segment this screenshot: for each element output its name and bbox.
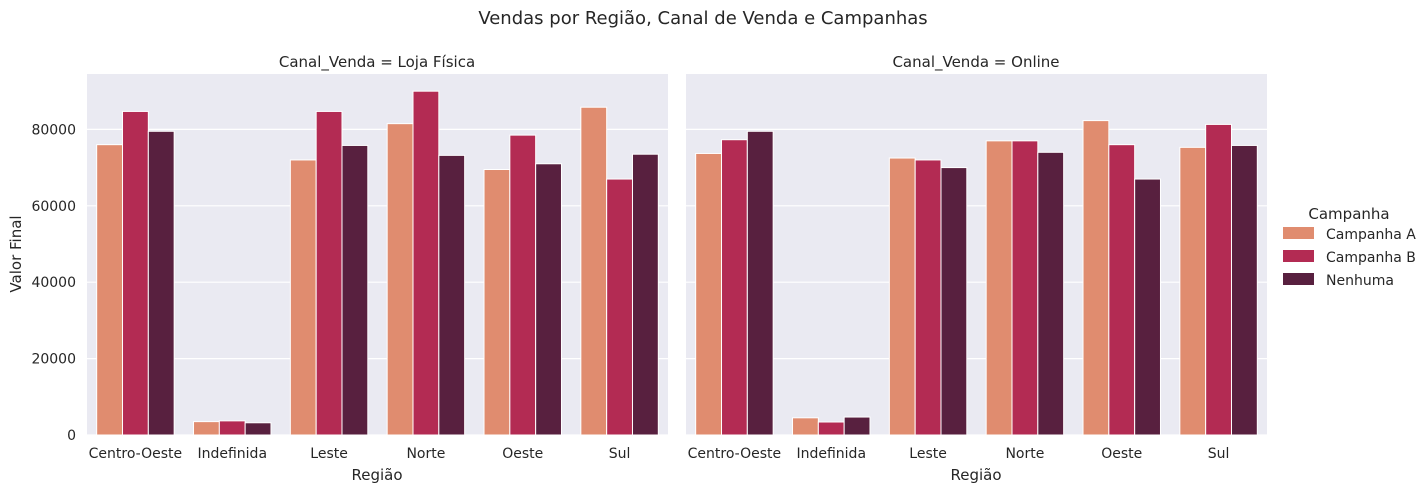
gridlines-online [686,128,1267,436]
bar-campanha-b-leste [315,110,343,436]
bar-nenhuma-norte [1037,151,1065,436]
plot-area-loja-fisica [87,74,668,435]
y-tick-label: 60000 [31,199,76,215]
x-tick-label: Oeste [502,446,543,462]
y-tick-label: 40000 [31,275,76,291]
panel-loja-fisica: Canal_Venda = Loja Física Centro-Oeste In… [7,53,668,484]
bar-campanha-a-leste [289,159,317,436]
gridlines-loja-fisica [87,128,668,436]
x-tick-label: Norte [406,446,445,462]
legend-items: Campanha A Campanha B Nenhuma [1283,227,1416,289]
bar-campanha-b-indefinida [817,421,845,436]
bar-nenhuma-leste [341,144,369,436]
y-axis-label: Valor Final [7,215,25,292]
bar-campanha-a-centro-oeste [695,152,722,436]
bar-campanha-b-centro-oeste [122,110,149,436]
plot-area-online [686,74,1267,435]
bar-campanha-b-indefinida [218,420,246,436]
legend-label-campanha-b: Campanha B [1326,250,1416,266]
bar-campanha-b-leste [914,159,942,436]
legend-swatch-campanha-a [1283,227,1314,239]
legend-title: Campanha [1308,205,1389,223]
bar-campanha-a-sul [1179,146,1207,436]
legend: Campanha Campanha A Campanha B Nenhuma [1283,205,1416,289]
x-ticks-online: Centro-Oeste Indefinida Leste Norte Oeste Sul [688,446,1230,462]
y-ticks: 0 20000 40000 60000 80000 [31,122,76,444]
y-tick-label: 0 [67,428,76,444]
bar-nenhuma-indefinida [843,416,871,436]
bar-campanha-a-leste [888,157,916,436]
legend-swatch-campanha-b [1283,250,1314,262]
bar-campanha-b-oeste [509,134,537,436]
x-tick-label: Oeste [1101,446,1142,462]
bar-campanha-b-norte [1011,140,1039,436]
legend-label-campanha-a: Campanha A [1326,227,1416,243]
y-tick-label: 80000 [31,122,76,138]
x-tick-label: Sul [1208,446,1230,462]
bar-campanha-a-norte [386,123,414,436]
x-tick-label: Centro-Oeste [89,446,183,462]
bar-nenhuma-oeste [1134,178,1161,436]
legend-label-nenhuma: Nenhuma [1326,273,1394,289]
bar-campanha-a-sul [580,106,608,436]
bar-campanha-a-norte [985,140,1013,436]
bar-campanha-a-indefinida [193,421,220,436]
bars-online [695,120,1258,436]
legend-swatch-nenhuma [1283,273,1314,285]
y-tick-label: 20000 [31,352,76,368]
bar-campanha-b-sul [1205,123,1232,436]
bar-nenhuma-sul [1230,144,1258,436]
bar-campanha-a-indefinida [792,417,819,436]
bar-campanha-a-oeste [483,169,511,436]
panel-title-online: Canal_Venda = Online [892,53,1059,72]
bar-campanha-b-centro-oeste [721,139,748,436]
x-tick-label: Leste [909,446,947,462]
panel-online: Canal_Venda = Online Centro-Oeste Indefin… [686,53,1267,484]
bar-campanha-b-sul [606,178,633,436]
x-tick-label: Sul [609,446,631,462]
x-tick-label: Leste [310,446,348,462]
x-tick-label: Norte [1005,446,1044,462]
bar-nenhuma-norte [438,154,466,436]
bar-nenhuma-sul [631,153,659,436]
panel-title-loja-fisica: Canal_Venda = Loja Física [279,53,475,72]
bar-campanha-b-oeste [1108,144,1136,436]
x-tick-label: Indefinida [796,446,866,462]
bar-nenhuma-indefinida [244,422,272,436]
x-tick-label: Centro-Oeste [688,446,782,462]
bar-campanha-a-oeste [1082,120,1110,436]
x-ticks-loja-fisica: Centro-Oeste Indefinida Leste Norte Oeste Sul [89,446,631,462]
bar-nenhuma-centro-oeste [147,130,175,436]
bar-campanha-b-norte [412,90,440,436]
bar-nenhuma-centro-oeste [746,130,774,436]
bar-campanha-a-centro-oeste [96,144,123,436]
bars-loja-fisica [96,90,659,436]
x-tick-label: Indefinida [197,446,267,462]
x-axis-label-loja-fisica: Região [351,466,402,484]
x-axis-label-online: Região [950,466,1001,484]
bar-nenhuma-leste [940,167,968,436]
bar-nenhuma-oeste [535,163,562,436]
chart-title: Vendas por Região, Canal de Venda e Camp… [478,8,927,29]
